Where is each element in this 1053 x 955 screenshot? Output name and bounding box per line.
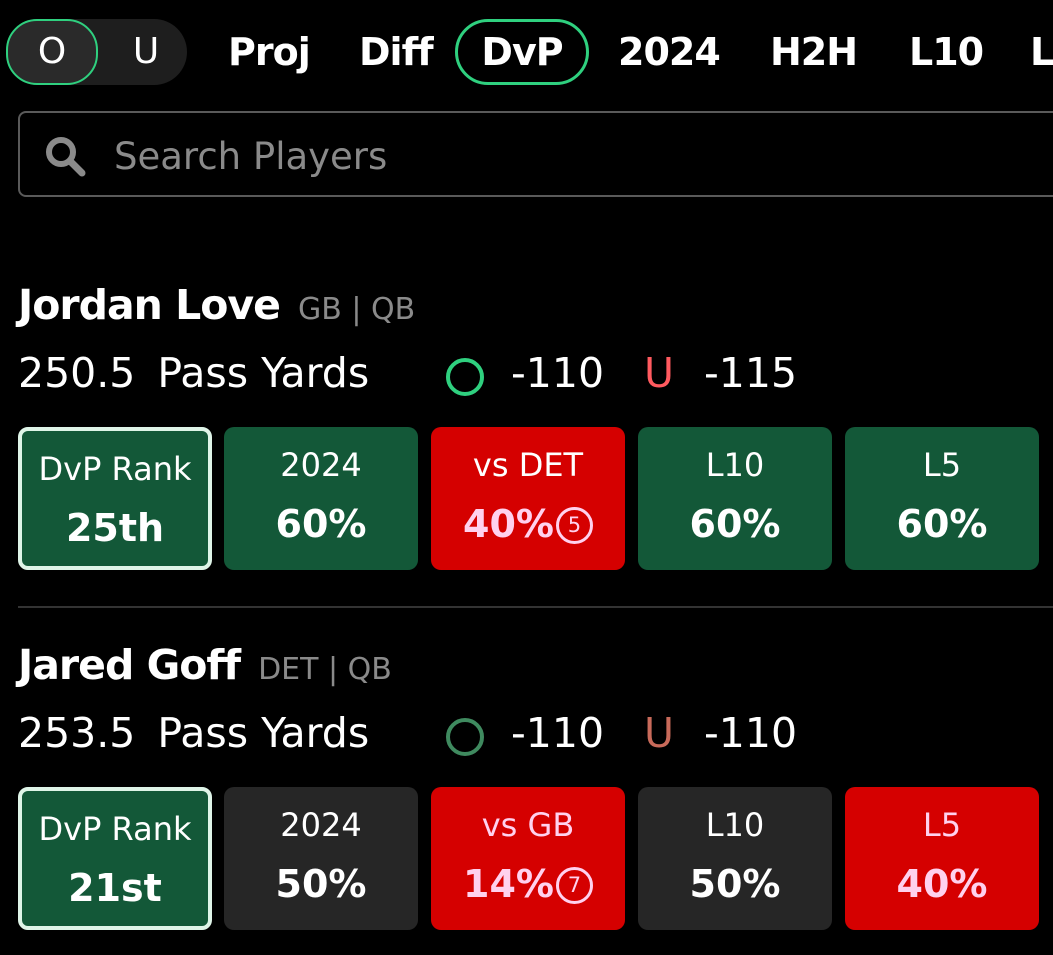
stat-label: L10 [705, 806, 765, 844]
prop-line-value: 253.5 [18, 709, 136, 757]
stat-value-row: 40% 5 [431, 502, 625, 546]
stat-value: 60% [275, 502, 367, 546]
under-odds[interactable]: -110 [704, 709, 798, 757]
over-under-toggle[interactable]: O U [6, 19, 187, 85]
games-count-badge: 5 [555, 507, 593, 544]
divider [18, 606, 1053, 608]
stat-label: L5 [922, 446, 962, 484]
stat-label: DvP Rank [38, 450, 192, 488]
stat-card-l10[interactable]: L10 60% [638, 427, 832, 570]
stat-label: L10 [705, 446, 765, 484]
under-icon: U [644, 349, 675, 397]
stat-card-season[interactable]: 2024 60% [224, 427, 418, 570]
stat-value: 60% [896, 502, 988, 546]
stat-card-l5[interactable]: L5 40% [845, 787, 1039, 930]
tab-l5[interactable]: L5 [1030, 30, 1053, 74]
prop-type: Pass Yards [157, 709, 370, 757]
over-odds[interactable]: -110 [511, 349, 605, 397]
player-team-position: GB | QB [297, 292, 416, 327]
search-input[interactable] [112, 127, 916, 185]
tab-diff[interactable]: Diff [359, 30, 434, 74]
stat-card-dvp-rank[interactable]: DvP Rank 25th [18, 427, 212, 570]
stat-card-l10[interactable]: L10 50% [638, 787, 832, 930]
player-name-row: Jordan Love GB | QB [18, 281, 415, 329]
over-icon [446, 349, 484, 406]
stat-value: 60% [689, 502, 781, 546]
stat-value: 40% [896, 862, 988, 906]
tab-h2h[interactable]: H2H [770, 30, 858, 74]
player-name-row: Jared Goff DET | QB [18, 641, 392, 689]
stat-label: L5 [922, 806, 962, 844]
stat-label: DvP Rank [38, 810, 192, 848]
stat-value: 21st [68, 866, 162, 910]
tab-2024[interactable]: 2024 [618, 30, 721, 74]
stat-value: 25th [65, 506, 165, 550]
stat-value-row: 14% 7 [431, 862, 625, 906]
over-odds[interactable]: -110 [511, 709, 605, 757]
tab-dvp[interactable]: DvP [455, 19, 589, 85]
prop-line-value: 250.5 [18, 349, 136, 397]
over-toggle-option[interactable]: O [6, 19, 98, 85]
stat-card-season[interactable]: 2024 50% [224, 787, 418, 930]
player-name: Jared Goff [18, 641, 241, 689]
over-icon [446, 709, 484, 766]
stat-value: 50% [275, 862, 367, 906]
player-team-position: DET | QB [258, 652, 392, 687]
stat-label: vs GB [481, 806, 575, 844]
stat-value: 14% [463, 862, 554, 906]
search-bar[interactable] [18, 111, 1053, 197]
stat-cards-row: DvP Rank 21st 2024 50% vs GB 14% 7 L10 50… [18, 787, 1053, 930]
under-odds[interactable]: -115 [704, 349, 798, 397]
stat-card-l5[interactable]: L5 60% [845, 427, 1039, 570]
stat-label: 2024 [280, 806, 362, 844]
stat-card-h2h[interactable]: vs DET 40% 5 [431, 427, 625, 570]
stat-label: vs DET [472, 446, 584, 484]
search-icon [46, 137, 86, 177]
stat-label: 2024 [280, 446, 362, 484]
under-icon: U [644, 709, 675, 757]
stat-card-h2h[interactable]: vs GB 14% 7 [431, 787, 625, 930]
prop-type: Pass Yards [157, 349, 370, 397]
tab-l10[interactable]: L10 [909, 30, 984, 74]
prop-line-row: 250.5 Pass Yards -110 U -115 [18, 349, 797, 397]
player-name: Jordan Love [18, 281, 281, 329]
stat-value: 50% [689, 862, 781, 906]
stat-card-dvp-rank[interactable]: DvP Rank 21st [18, 787, 212, 930]
under-toggle-option[interactable]: U [132, 31, 160, 72]
tab-proj[interactable]: Proj [228, 30, 311, 74]
prop-line-row: 253.5 Pass Yards -110 U -110 [18, 709, 797, 757]
stat-cards-row: DvP Rank 25th 2024 60% vs DET 40% 5 L10 6… [18, 427, 1053, 570]
stat-value: 40% [463, 502, 554, 546]
games-count-badge: 7 [555, 867, 593, 904]
